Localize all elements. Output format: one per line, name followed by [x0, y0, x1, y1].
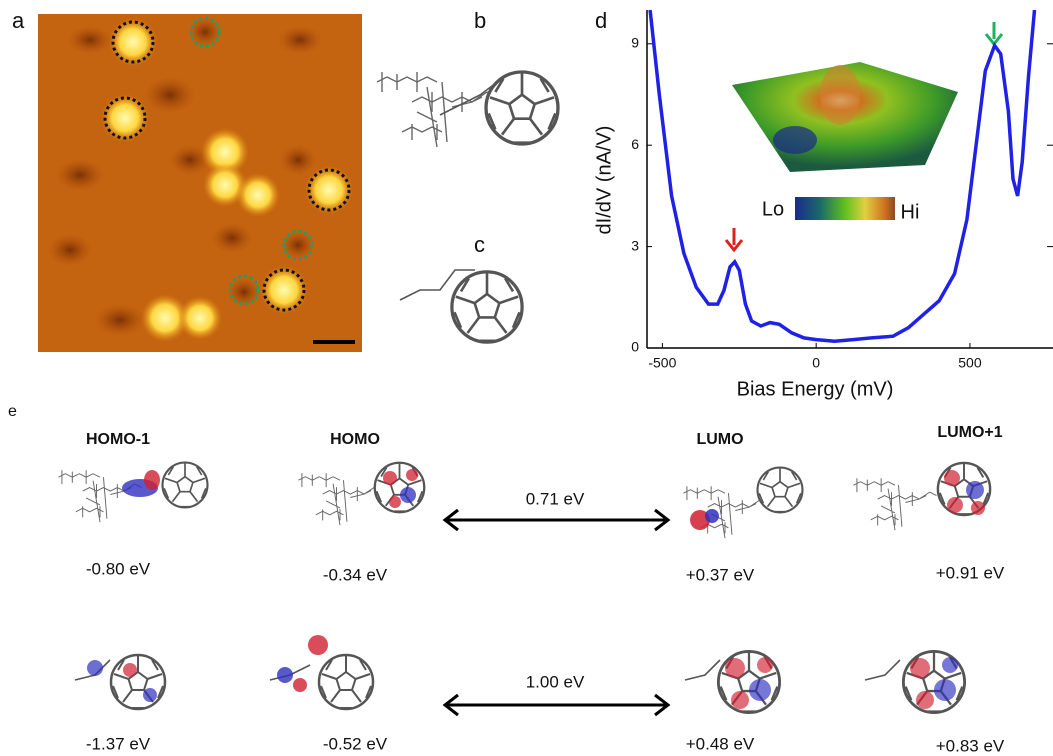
y-tick-label: 3 [631, 237, 639, 253]
x-tick-label: -500 [648, 355, 676, 371]
orbital-energy: -1.37 eV [86, 734, 151, 753]
panel-label: e [8, 403, 17, 420]
orbital-header: HOMO [330, 431, 380, 448]
line-chart: dI/dV (nA/V) Bias Energy (mV) Lo Hi 0 3 6 9… [593, 10, 1053, 400]
energy-gap: 1.00 eV [526, 672, 585, 691]
y-tick-label: 0 [631, 339, 639, 355]
panel-label: d [595, 8, 607, 33]
orbital-images [58, 463, 990, 713]
colorbar-low: Lo [762, 198, 784, 220]
orbital-energy: -0.52 eV [323, 734, 388, 753]
orbital-energy: -0.34 eV [323, 565, 388, 584]
y-tick-label: 9 [631, 35, 639, 51]
orbital-panel: HOMO-1 HOMO LUMO LUMO+1 -0.80 eV -0.34 eV +0.3… [58, 424, 1004, 755]
y-axis-label: dI/dV (nA/V) [593, 126, 615, 235]
orbital-energy: +0.91 eV [936, 563, 1005, 582]
x-tick-label: 500 [958, 355, 982, 371]
panel-label: c [474, 232, 485, 257]
x-axis-label: Bias Energy (mV) [737, 378, 894, 400]
orbital-energy: -0.80 eV [86, 559, 151, 578]
colorbar [795, 197, 895, 220]
orbital-header: HOMO-1 [86, 431, 150, 448]
data-line [650, 10, 1034, 341]
colorbar-high: Hi [901, 201, 920, 223]
panel-label: b [474, 8, 486, 33]
orbital-header: LUMO+1 [937, 424, 1002, 441]
inset-map: Lo Hi [732, 62, 958, 223]
panel-label: a [12, 8, 25, 33]
orbital-header: LUMO [696, 431, 743, 448]
x-tick-label: 0 [812, 355, 820, 371]
y-tick-label: 6 [631, 136, 639, 152]
stm-image [38, 14, 362, 352]
molecule-b [377, 72, 558, 147]
orbital-energy: +0.83 eV [936, 736, 1005, 755]
figure: a b c d e dI/dV (nA/V) Bias Energy (mV) … [0, 0, 1053, 756]
orbital-energy: +0.48 eV [686, 734, 755, 753]
molecule-c [400, 270, 522, 342]
energy-gap: 0.71 eV [526, 489, 585, 508]
orbital-energy: +0.37 eV [686, 565, 755, 584]
